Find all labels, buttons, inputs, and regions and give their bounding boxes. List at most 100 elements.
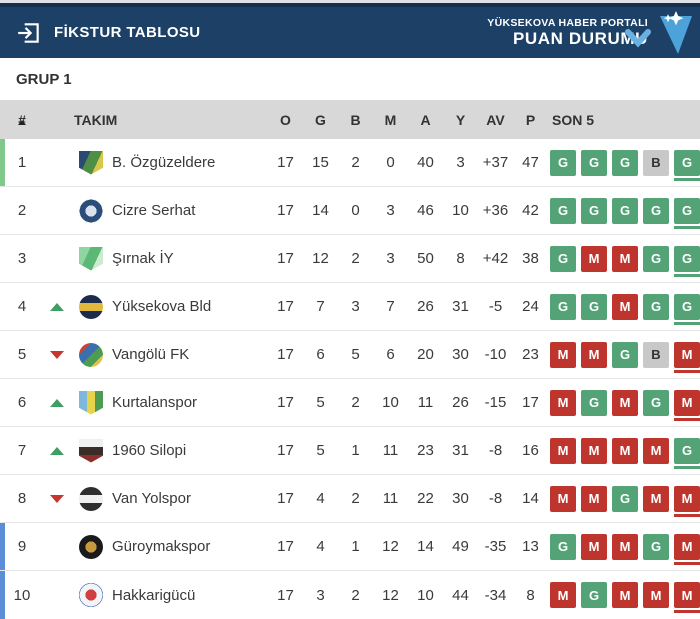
form-result-win: G (674, 197, 700, 229)
stat-Y: 30 (452, 490, 469, 507)
team-badge (79, 198, 103, 223)
sort-asc-icon (18, 119, 26, 125)
last-match-underline (674, 610, 700, 613)
rank-up-icon (50, 302, 64, 311)
stat-O: 17 (277, 154, 294, 171)
form-result-loss: M (612, 389, 638, 416)
form-result-loss: M (674, 533, 700, 565)
stat-M: 12 (382, 538, 399, 555)
team-badge (79, 583, 103, 607)
stat-P: 17 (522, 394, 539, 411)
form-result-win: G (612, 341, 638, 368)
form-result-loss: M (643, 437, 669, 464)
stat-B: 5 (351, 346, 360, 363)
form-result-win: G (581, 197, 607, 224)
stat-M: 6 (386, 346, 395, 363)
form-result-win: G (643, 293, 669, 320)
stat-B: 1 (351, 442, 360, 459)
form-result-loss: M (674, 485, 700, 517)
stat-M: 10 (382, 394, 399, 411)
position: 9 (17, 538, 27, 555)
column-header-goals-against[interactable]: Y (455, 111, 466, 128)
stat-B: 0 (351, 202, 360, 219)
stat-P: 13 (522, 538, 539, 555)
portal-logo-icon[interactable] (618, 10, 696, 61)
fixture-enter-icon (16, 20, 42, 46)
team-name: 1960 Silopi (112, 442, 187, 459)
stat-B: 2 (351, 490, 360, 507)
column-header-wins[interactable]: G (315, 111, 326, 128)
stat-AV: -35 (484, 538, 507, 555)
form-result-win: G (612, 149, 638, 176)
form-result-loss: M (581, 245, 607, 272)
stat-O: 17 (277, 298, 294, 315)
stat-G: 14 (312, 202, 329, 219)
form-result-win: G (550, 149, 576, 176)
stat-A: 46 (417, 202, 434, 219)
team-name: Şırnak İY (112, 250, 174, 267)
form-result-loss: M (550, 582, 576, 608)
column-header-goals-for[interactable]: A (420, 111, 431, 128)
stat-Y: 26 (452, 394, 469, 411)
column-header-points[interactable]: P (525, 111, 536, 128)
team-badge (79, 486, 103, 511)
team-name: Güroymakspor (112, 538, 211, 555)
column-header-draws[interactable]: B (350, 111, 361, 128)
stat-M: 11 (382, 490, 399, 507)
appbar-top-strip (0, 3, 700, 7)
column-header-played[interactable]: O (280, 111, 291, 128)
last-match-underline (674, 561, 700, 565)
last-match-underline (674, 321, 700, 325)
form-result-loss: M (612, 293, 638, 320)
table-header-row: # TAKIM O G B M A Y AV P SON 5 (0, 100, 700, 139)
position: 4 (17, 298, 27, 315)
table-row[interactable]: 1 B. Özgüzeldere 17 15 2 0 40 3 +37 47 G… (0, 139, 700, 187)
position: 5 (17, 346, 27, 363)
form-result-loss: M (550, 437, 576, 464)
stat-G: 5 (316, 442, 325, 459)
rank-up-icon (50, 446, 64, 455)
form-result-win: G (612, 197, 638, 224)
column-header-position[interactable]: # (18, 111, 26, 128)
stat-AV: -10 (484, 346, 507, 363)
last-match-underline (674, 369, 700, 373)
stat-Y: 31 (452, 298, 469, 315)
stat-Y: 49 (452, 538, 469, 555)
position: 6 (17, 394, 27, 411)
last-match-underline (674, 417, 700, 421)
stat-P: 42 (522, 202, 539, 219)
form-result-loss: M (550, 389, 576, 416)
team-name: Kurtalanspor (112, 394, 198, 411)
form-result-win: G (674, 149, 700, 181)
stat-AV: +37 (482, 154, 509, 171)
stat-M: 12 (382, 586, 399, 604)
stat-B: 2 (351, 154, 360, 171)
top-edge-divider (0, 0, 700, 3)
column-header-last5[interactable]: SON 5 (552, 111, 595, 128)
last-match-underline (674, 465, 700, 469)
form-result-win: G (643, 197, 669, 224)
form-result-loss: M (612, 533, 638, 560)
form-result-win: G (643, 389, 669, 416)
column-header-goal-diff[interactable]: AV (486, 111, 505, 128)
form-result-loss: M (643, 485, 669, 512)
stat-AV: -5 (488, 298, 503, 315)
stat-AV: +42 (482, 250, 509, 267)
stat-Y: 10 (452, 202, 469, 219)
standings-rows: 1 B. Özgüzeldere 17 15 2 0 40 3 +37 47 G… (0, 139, 700, 619)
column-header-losses[interactable]: M (384, 111, 397, 128)
form-result-loss: M (612, 582, 638, 608)
column-header-team[interactable]: TAKIM (74, 111, 118, 128)
